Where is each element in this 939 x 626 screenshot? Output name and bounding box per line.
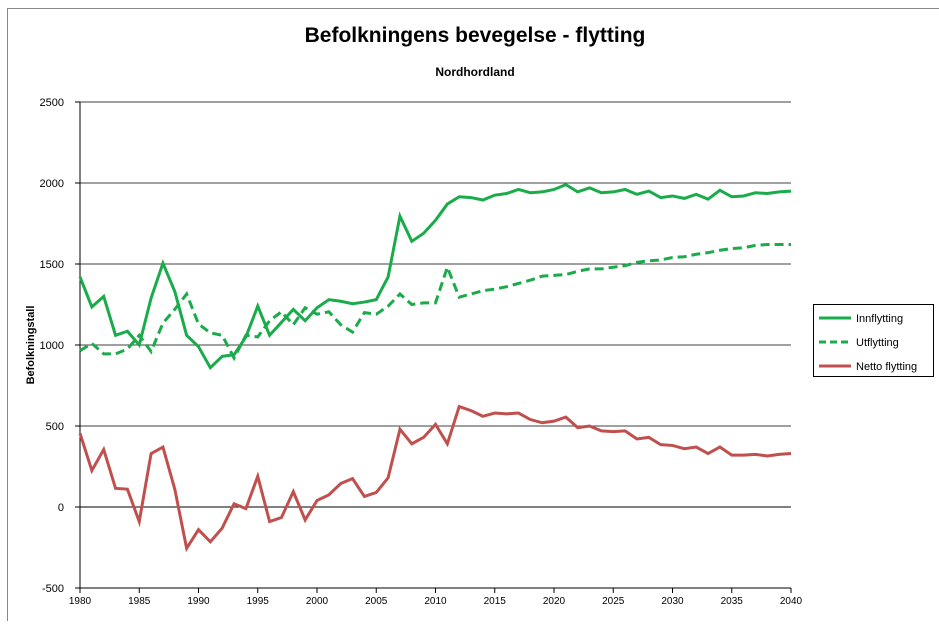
y-tick-label: -500 [42,583,64,595]
y-tick-label: 0 [58,502,64,514]
x-tick-label: 2015 [484,596,507,607]
x-tick-label: 2035 [721,596,744,607]
chart-title: Befolkningens bevegelse - flytting [305,24,646,47]
x-tick-label: 2000 [306,596,329,607]
y-tick-label: 2000 [40,178,64,190]
x-tick-label: 2020 [543,596,566,607]
x-tick-label: 1980 [69,596,92,607]
x-tick-label: 2005 [365,596,388,607]
chart-subtitle: Nordhordland [435,65,514,79]
y-tick-label: 1500 [40,259,64,271]
x-tick-label: 2010 [424,596,447,607]
x-tick-label: 2025 [602,596,625,607]
y-tick-label: 2500 [40,97,64,109]
x-tick-label: 1995 [247,596,270,607]
x-tick-label: 1985 [128,596,151,607]
legend-label: Netto flytting [856,361,917,373]
x-tick-label: 1990 [187,596,210,607]
y-axis-label: Befolkningstall [25,306,37,385]
legend-label: Utflytting [856,337,899,349]
y-tick-label: 1000 [40,340,64,352]
y-tick-label: 500 [46,421,64,433]
x-tick-label: 2040 [780,596,803,607]
legend-label: Innflytting [856,313,903,325]
x-tick-label: 2030 [661,596,684,607]
